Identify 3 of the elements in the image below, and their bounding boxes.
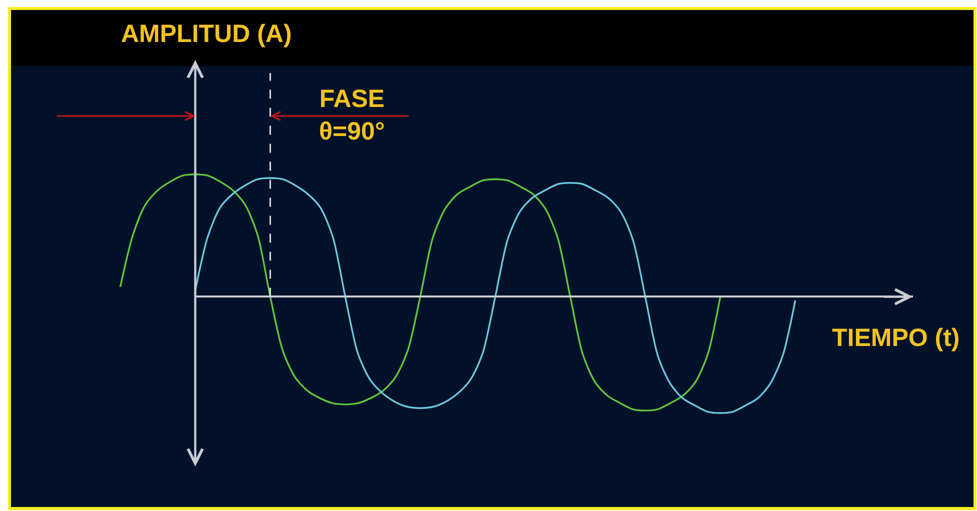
text: FASE θ=90°: [319, 85, 385, 146]
x-axis-title: TIEMPO (t): [832, 324, 960, 352]
text: AMPLITUD (A): [121, 20, 292, 48]
